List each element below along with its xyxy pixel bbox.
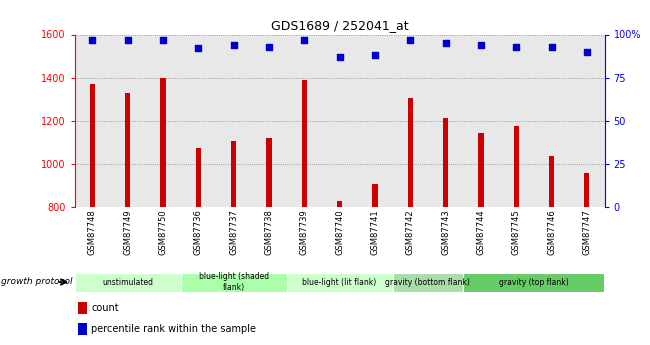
Bar: [181, 273, 287, 292]
Text: GSM87743: GSM87743: [441, 209, 450, 255]
Text: GSM87744: GSM87744: [476, 209, 486, 255]
Text: gravity (top flank): gravity (top flank): [499, 277, 569, 287]
Bar: [443, 118, 448, 207]
Bar: [408, 98, 413, 207]
Bar: [549, 156, 554, 207]
Bar: [372, 184, 378, 207]
Text: GSM87738: GSM87738: [265, 209, 274, 255]
Bar: [584, 172, 590, 207]
Bar: [75, 273, 181, 292]
Text: GSM87748: GSM87748: [88, 209, 97, 255]
Text: count: count: [91, 303, 119, 313]
Bar: [125, 93, 131, 207]
Point: [299, 37, 309, 42]
Bar: [161, 78, 166, 207]
Bar: [287, 273, 393, 292]
Point: [582, 49, 592, 55]
Text: percentile rank within the sample: percentile rank within the sample: [91, 324, 256, 334]
Point: [546, 44, 556, 49]
Point: [87, 37, 98, 42]
Point: [440, 40, 450, 46]
Bar: [266, 138, 272, 207]
Title: GDS1689 / 252041_at: GDS1689 / 252041_at: [271, 19, 408, 32]
Point: [193, 46, 203, 51]
Text: GSM87741: GSM87741: [370, 209, 380, 255]
Text: growth protocol: growth protocol: [1, 277, 73, 286]
Bar: [463, 273, 604, 292]
Text: GSM87746: GSM87746: [547, 209, 556, 255]
Text: GSM87745: GSM87745: [512, 209, 521, 255]
Text: GSM87747: GSM87747: [582, 209, 592, 255]
Point: [264, 44, 274, 49]
Text: GSM87749: GSM87749: [124, 209, 132, 255]
Text: GSM87736: GSM87736: [194, 209, 203, 255]
Text: unstimulated: unstimulated: [102, 277, 153, 287]
Point: [405, 37, 415, 42]
Point: [370, 52, 380, 58]
Point: [334, 54, 345, 60]
Text: gravity (bottom flank): gravity (bottom flank): [385, 277, 471, 287]
Bar: [302, 80, 307, 207]
Point: [476, 42, 486, 48]
Text: GSM87742: GSM87742: [406, 209, 415, 255]
Bar: [478, 132, 484, 207]
Point: [122, 37, 133, 42]
Bar: [196, 148, 201, 207]
Bar: [393, 273, 463, 292]
Text: GSM87737: GSM87737: [229, 209, 238, 255]
Bar: [78, 323, 87, 335]
Bar: [231, 141, 237, 207]
Text: GSM87750: GSM87750: [159, 209, 168, 255]
Point: [229, 42, 239, 48]
Bar: [337, 200, 343, 207]
Bar: [514, 126, 519, 207]
Text: GSM87740: GSM87740: [335, 209, 344, 255]
Text: blue-light (lit flank): blue-light (lit flank): [302, 277, 377, 287]
Point: [158, 37, 168, 42]
Point: [511, 44, 521, 49]
Text: blue-light (shaded
flank): blue-light (shaded flank): [199, 272, 268, 292]
Text: GSM87739: GSM87739: [300, 209, 309, 255]
Bar: [78, 303, 87, 314]
Bar: [90, 84, 95, 207]
